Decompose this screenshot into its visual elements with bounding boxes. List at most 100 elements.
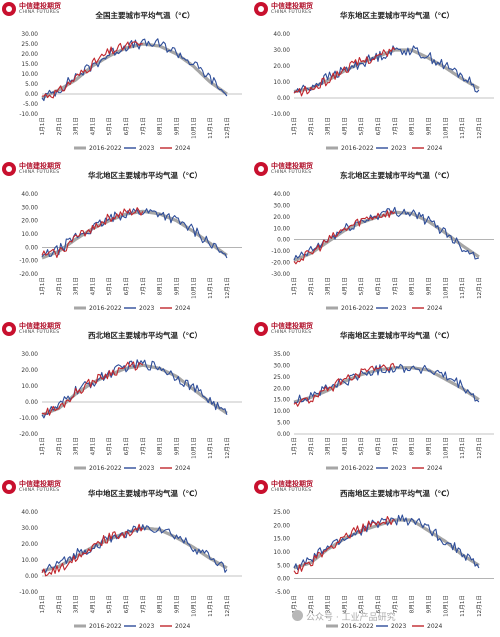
y-tick-label: 30.00 <box>273 48 290 54</box>
panel-north-china: 中信建投期货 CHINA FUTURES 华北地区主要城市平均气温（℃） 40.00 3… <box>0 160 248 318</box>
y-tick-label: 0.00 <box>25 400 38 406</box>
logo-mark-icon <box>2 322 16 336</box>
y-tick-label: 10.00 <box>21 232 38 238</box>
chart-title: 西南地区主要城市平均气温（℃） <box>340 488 454 498</box>
series-line-2016-2022 <box>41 42 228 100</box>
logo-name-cn: 中信建投期货 <box>19 480 61 488</box>
legend-label: 2024 <box>175 623 190 630</box>
y-tick-label: 20.00 <box>21 368 38 374</box>
y-tick-label: 10.00 <box>21 72 38 78</box>
legend-label: 2016-2022 <box>341 305 374 312</box>
x-tick-label: 11月1日 <box>459 437 466 459</box>
y-tick-label: 30.00 <box>21 205 38 211</box>
x-tick-label: 2月1日 <box>308 117 315 135</box>
series-line-2023 <box>41 524 228 573</box>
x-tick-label: 5月1日 <box>358 117 365 135</box>
x-tick-label: 9月1日 <box>173 117 180 135</box>
y-tick-label: 10.00 <box>21 558 38 564</box>
x-tick-label: 8月1日 <box>157 277 164 295</box>
x-tick-label: 11月1日 <box>207 117 214 139</box>
y-tick-label: 5.00 <box>277 563 290 569</box>
panel-northwest: 中信建投期货 CHINA FUTURES 西北地区主要城市平均气温（℃） 30.00 2… <box>0 320 248 478</box>
legend-label: 2016-2022 <box>89 623 122 630</box>
x-tick-label: 1月1日 <box>39 437 46 455</box>
x-tick-label: 3月1日 <box>73 437 80 455</box>
x-tick-label: 8月1日 <box>409 277 416 295</box>
temperature-chart: 华东地区主要城市平均气温（℃） 40.00 30.00 20.00 10.00 0.00 -… <box>271 10 494 152</box>
legend-label: 2023 <box>391 465 406 472</box>
y-tick-label: 20.00 <box>21 219 38 225</box>
x-tick-label: 12月1日 <box>224 595 231 617</box>
x-tick-label: 7月1日 <box>140 595 147 613</box>
logo-name-en: CHINA FUTURES <box>271 170 312 175</box>
legend-label: 2024 <box>427 465 442 472</box>
y-tick-label: 15.00 <box>21 62 38 68</box>
y-tick-label: 30.00 <box>21 32 38 38</box>
y-tick-label: 40.00 <box>21 510 38 516</box>
x-tick-label: 8月1日 <box>157 595 164 613</box>
x-tick-label: 4月1日 <box>341 117 348 135</box>
x-tick-label: 4月1日 <box>89 117 96 135</box>
x-tick-label: 11月1日 <box>459 117 466 139</box>
y-tick-label: 40.00 <box>21 192 38 198</box>
logo-name-en: CHINA FUTURES <box>19 170 60 175</box>
logo-mark-icon <box>2 162 16 176</box>
legend-label: 2024 <box>427 145 442 152</box>
x-tick-label: 12月1日 <box>224 437 231 459</box>
chart-title: 华中地区主要城市平均气温（℃） <box>88 488 202 498</box>
x-tick-label: 12月1日 <box>476 595 483 617</box>
series-line-2024 <box>293 210 396 265</box>
y-tick-label: 20.00 <box>21 52 38 58</box>
series-line-2024 <box>41 361 144 416</box>
y-tick-label: 10.00 <box>21 384 38 390</box>
legend-label: 2016-2022 <box>89 145 122 152</box>
y-tick-label: -10.00 <box>271 112 290 118</box>
series-line-2023 <box>41 208 228 259</box>
x-tick-label: 4月1日 <box>89 277 96 295</box>
x-tick-label: 5月1日 <box>106 437 113 455</box>
x-tick-label: 11月1日 <box>459 595 466 617</box>
y-tick-label: -10.00 <box>19 590 38 596</box>
legend-label: 2016-2022 <box>89 465 122 472</box>
x-tick-label: 7月1日 <box>140 117 147 135</box>
x-tick-label: 2月1日 <box>56 277 63 295</box>
x-tick-label: 1月1日 <box>39 117 46 135</box>
y-tick-label: 10.00 <box>273 550 290 556</box>
logo-name-cn: 中信建投期货 <box>19 162 61 170</box>
x-tick-label: 6月1日 <box>375 277 382 295</box>
company-logo: 中信建投期货 CHINA FUTURES <box>2 321 80 343</box>
x-tick-label: 6月1日 <box>123 277 130 295</box>
x-tick-label: 10月1日 <box>190 277 197 299</box>
x-tick-label: 9月1日 <box>173 595 180 613</box>
series-line-2024 <box>41 41 143 99</box>
logo-mark-icon <box>2 2 16 16</box>
x-tick-label: 4月1日 <box>341 437 348 455</box>
x-tick-label: 3月1日 <box>325 117 332 135</box>
y-tick-label: 20.00 <box>21 542 38 548</box>
y-tick-label: -10.00 <box>19 112 38 118</box>
legend-label: 2016-2022 <box>341 145 374 152</box>
series-line-2024 <box>293 46 396 97</box>
company-logo: 中信建投期货 CHINA FUTURES <box>2 1 80 23</box>
legend-label: 2024 <box>427 305 442 312</box>
legend-label: 2023 <box>391 623 406 630</box>
chart-title: 华东地区主要城市平均气温（℃） <box>340 10 454 20</box>
wechat-icon <box>292 610 303 621</box>
x-tick-label: 9月1日 <box>425 437 432 455</box>
x-tick-label: 1月1日 <box>291 117 298 135</box>
logo-mark-icon <box>254 2 268 16</box>
x-tick-label: 12月1日 <box>224 277 231 299</box>
y-tick-label: 25.00 <box>273 510 290 516</box>
x-tick-label: 5月1日 <box>358 277 365 295</box>
series-line-2023 <box>41 359 228 419</box>
x-tick-label: 5月1日 <box>106 117 113 135</box>
company-logo: 中信建投期货 CHINA FUTURES <box>254 161 332 183</box>
x-tick-label: 8月1日 <box>409 437 416 455</box>
x-tick-label: 4月1日 <box>341 595 348 613</box>
x-tick-label: 7月1日 <box>392 437 399 455</box>
logo-mark-icon <box>254 162 268 176</box>
logo-name-en: CHINA FUTURES <box>19 10 60 15</box>
logo-mark-icon <box>254 480 268 494</box>
x-tick-label: 7月1日 <box>392 277 399 295</box>
y-tick-label: 0.00 <box>277 238 290 244</box>
